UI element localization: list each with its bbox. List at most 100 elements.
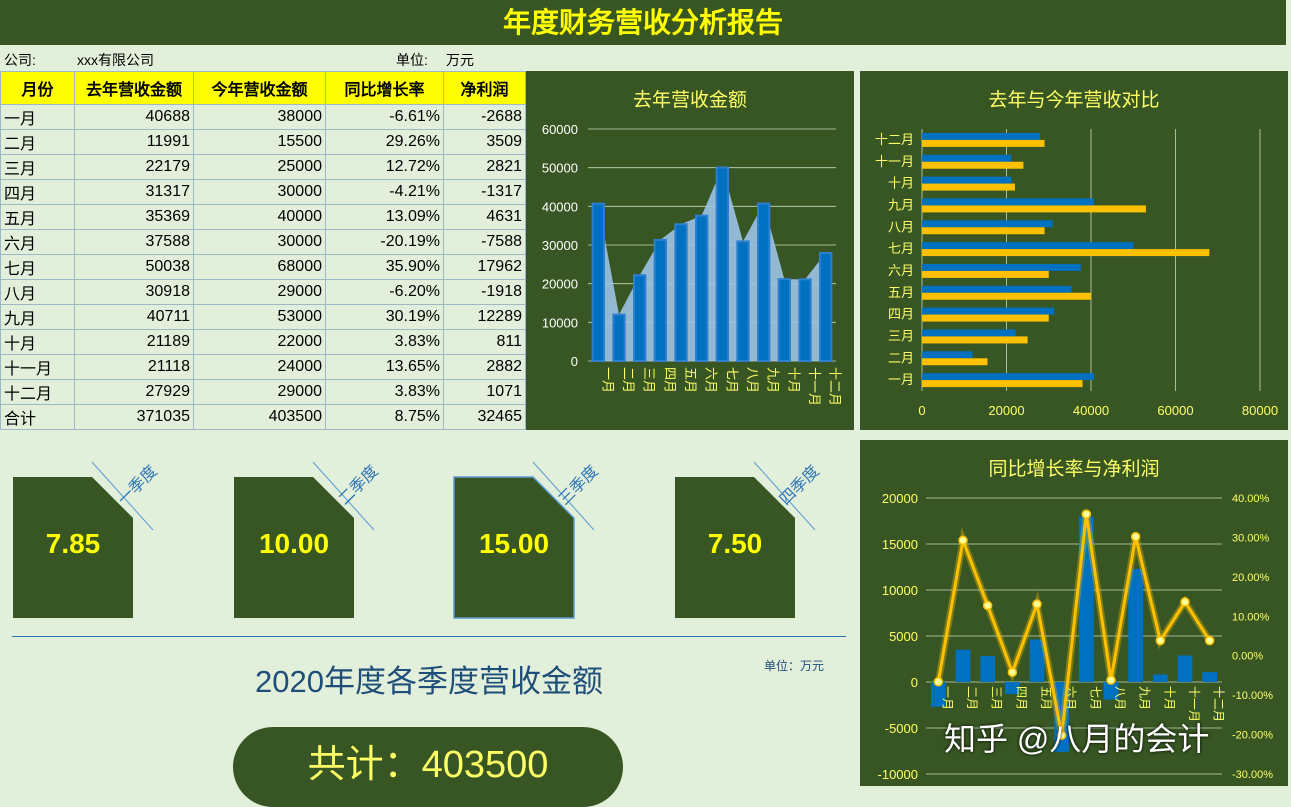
table-cell: 37588	[74, 229, 194, 255]
y-tick-label: 40000	[542, 199, 578, 214]
chart-growth-profit-title: 同比增长率与净利润	[988, 459, 1160, 480]
x-tick-label: 20000	[988, 403, 1024, 418]
table-row: 十月 21189 22000 3.83% 811	[0, 329, 526, 355]
table-cell: 40688	[74, 104, 194, 130]
header-last-year: 去年营收金额	[74, 71, 194, 105]
y-tick-label: 九月	[888, 197, 914, 212]
x-tick-label: 七月	[724, 367, 739, 393]
x-tick-label: 60000	[1157, 403, 1193, 418]
chart-last-year-title: 去年营收金额	[632, 90, 747, 111]
y2-tick-label: 20.00%	[1232, 572, 1270, 584]
y-tick-label: 60000	[542, 122, 578, 137]
y2-tick-label: -20.00%	[1232, 730, 1273, 742]
table-cell: 22179	[74, 154, 194, 180]
y2-tick-label: 30.00%	[1232, 532, 1270, 544]
x-tick-label: 八月	[1113, 686, 1127, 710]
table-row: 八月 30918 29000 -6.20% -1918	[0, 279, 526, 305]
bar-this-year	[922, 336, 1028, 344]
table-cell: 12.72%	[325, 154, 444, 180]
table-cell: 五月	[0, 204, 75, 230]
table-cell: 17962	[443, 254, 526, 280]
bar-profit	[1029, 639, 1045, 682]
table-cell: 11991	[74, 129, 194, 155]
bar-this-year	[922, 270, 1049, 278]
bar-profit	[1128, 568, 1144, 682]
table-cell: 35.90%	[325, 254, 444, 280]
bar-profit	[1177, 655, 1193, 682]
table-cell: 35369	[74, 204, 194, 230]
bar-last-year	[922, 198, 1095, 206]
x-tick-label: 一月	[600, 367, 615, 393]
y-tick-label: 一月	[888, 372, 914, 387]
table-cell: 8.75%	[325, 404, 444, 430]
y-tick-label: 十一月	[875, 154, 914, 169]
bar-last-year	[922, 351, 973, 359]
bar-this-year	[922, 292, 1091, 300]
table-cell: 2821	[443, 154, 526, 180]
table-row: 六月 37588 30000 -20.19% -7588	[0, 229, 526, 255]
growth-point	[1056, 730, 1067, 741]
x-tick-label: 一月	[940, 686, 954, 710]
x-tick-label: 80000	[1242, 403, 1278, 418]
table-cell: 2882	[443, 354, 526, 380]
table-cell: 3.83%	[325, 329, 444, 355]
bar-last-year	[922, 242, 1134, 250]
x-tick-label: 三月	[990, 686, 1004, 710]
table-cell: 九月	[0, 304, 75, 330]
y-tick-label: 10000	[882, 583, 918, 598]
bar-this-year	[922, 227, 1045, 235]
table-total-row: 合计 371035 403500 8.75% 32465	[0, 404, 526, 430]
table-cell: 一月	[0, 104, 75, 130]
table-cell: 403500	[193, 404, 326, 430]
table-cell: 53000	[193, 304, 326, 330]
bar-this-year	[922, 183, 1015, 191]
x-tick-label: 二月	[965, 686, 979, 710]
table-cell: 30918	[74, 279, 194, 305]
quarter-card: 15.00 三季度	[453, 460, 613, 630]
quarter-value: 7.85	[45, 528, 101, 559]
bar	[694, 214, 709, 362]
bar-last-year	[922, 373, 1094, 381]
table-row: 三月 22179 25000 12.72% 2821	[0, 154, 526, 180]
y-tick-label: 三月	[888, 328, 914, 343]
revenue-table: 月份 去年营收金额 今年营收金额 同比增长率 净利润 一月 40688 38000-…	[0, 71, 526, 430]
table-cell: 七月	[0, 254, 75, 280]
bar-last-year	[922, 285, 1072, 293]
table-cell: -4.21%	[325, 179, 444, 205]
table-cell: 50038	[74, 254, 194, 280]
table-cell: 12289	[443, 304, 526, 330]
table-cell: 31317	[74, 179, 194, 205]
section-divider	[12, 636, 846, 637]
table-cell: 30.19%	[325, 304, 444, 330]
table-cell: 30000	[193, 229, 326, 255]
y2-tick-label: -10.00%	[1232, 690, 1273, 702]
unit-value: 万元	[446, 52, 474, 68]
table-cell: 三月	[0, 154, 75, 180]
unit-label: 单位:	[396, 52, 428, 68]
table-row: 二月 11991 15500 29.26% 3509	[0, 129, 526, 155]
table-cell: 13.65%	[325, 354, 444, 380]
table-cell: 27929	[74, 379, 194, 405]
table-cell: 24000	[193, 354, 326, 380]
table-cell: 40000	[193, 204, 326, 230]
table-cell: -1918	[443, 279, 526, 305]
growth-point	[1106, 675, 1116, 685]
x-tick-label: 十一月	[1187, 686, 1201, 722]
table-cell: 3.83%	[325, 379, 444, 405]
table-row: 十二月 27929 29000 3.83% 1071	[0, 379, 526, 405]
table-cell: 21118	[74, 354, 194, 380]
company-label: 公司:	[4, 52, 36, 68]
bar-this-year	[922, 358, 988, 366]
bar	[612, 313, 626, 362]
quarter-card: 7.85 一季度	[12, 460, 172, 630]
table-row: 四月 31317 30000 -4.21% -1317	[0, 179, 526, 205]
table-cell: 371035	[74, 404, 194, 430]
growth-point	[1032, 599, 1042, 609]
y-tick-label: 四月	[888, 307, 914, 322]
table-row: 一月 40688 38000 -6.61% -2688	[0, 104, 526, 130]
y-tick-label: 10000	[542, 315, 578, 330]
company-value: xxx有限公司	[77, 52, 154, 68]
x-tick-label: 十二月	[1212, 686, 1226, 722]
growth-line	[936, 513, 1211, 736]
header-month: 月份	[0, 71, 75, 105]
